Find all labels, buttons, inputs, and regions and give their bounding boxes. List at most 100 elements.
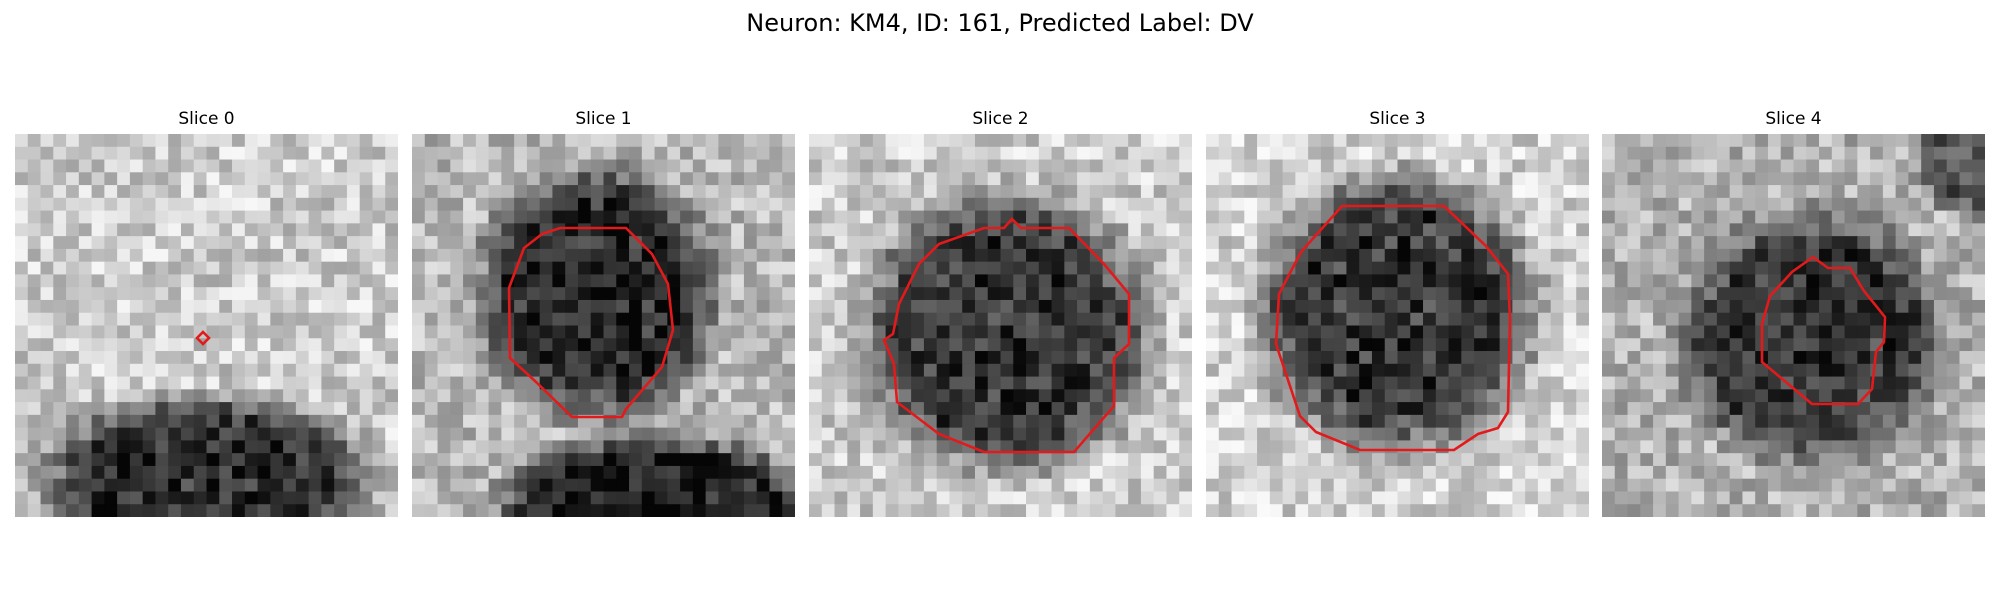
pixel-cell [1269, 197, 1284, 212]
pixel-cell [1512, 440, 1526, 454]
pixel-cell [1576, 312, 1589, 327]
pixel-cell [1806, 363, 1820, 378]
pixel-cell [1653, 223, 1667, 237]
pixel-cell [821, 299, 836, 314]
pixel-cell [1166, 146, 1180, 161]
pixel-cell [1627, 274, 1641, 288]
pixel-cell [129, 363, 144, 378]
pixel-cell [308, 504, 322, 517]
pixel-cell [91, 197, 105, 212]
pixel-cell [1179, 236, 1192, 250]
pixel-cell [1704, 312, 1718, 327]
pixel-cell [1933, 159, 1948, 173]
pixel-cell [680, 376, 694, 390]
pixel-cell [885, 427, 899, 441]
pixel-cell [1140, 402, 1155, 416]
pixel-cell [1384, 363, 1399, 378]
pixel-cell [1525, 351, 1539, 365]
pixel-cell [142, 172, 157, 186]
pixel-cell [552, 185, 566, 199]
pixel-cell [1102, 402, 1116, 416]
pixel-cell [40, 376, 54, 390]
pixel-cell [155, 236, 169, 250]
pixel-cell [1128, 159, 1142, 173]
pixel-cell [809, 402, 823, 416]
pixel-cell [821, 363, 836, 378]
pixel-cell [1831, 325, 1846, 339]
pixel-cell [1474, 197, 1488, 212]
pixel-cell [1550, 453, 1565, 467]
pixel-cell [91, 134, 105, 148]
pixel-cell [1102, 185, 1116, 199]
pixel-cell [475, 146, 490, 161]
pixel-cell [616, 325, 630, 339]
pixel-cell [219, 440, 233, 454]
pixel-cell [1870, 274, 1884, 288]
pixel-cell [718, 478, 732, 493]
pixel-cell [1537, 274, 1552, 288]
pixel-cell [117, 159, 131, 173]
pixel-cell [1128, 299, 1142, 314]
pixel-cell [129, 338, 144, 352]
pixel-cell [1729, 197, 1744, 212]
pixel-cell [641, 223, 656, 237]
pixel-cell [1691, 210, 1705, 224]
pixel-cell [834, 351, 848, 365]
pixel-cell [244, 504, 259, 517]
pixel-cell [821, 376, 836, 390]
pixel-cell [1051, 159, 1065, 173]
pixel-cell [437, 248, 451, 263]
pixel-cell [885, 248, 899, 263]
pixel-cell [1102, 376, 1116, 390]
pixel-cell [117, 376, 131, 390]
pixel-cell [821, 287, 836, 301]
pixel-cell [40, 312, 54, 327]
pixel-cell [603, 159, 617, 173]
pixel-cell [334, 478, 348, 493]
pixel-cell [847, 491, 861, 505]
pixel-cell [450, 351, 464, 365]
pixel-cell [1295, 185, 1309, 199]
pixel-cell [1115, 248, 1129, 263]
pixel-cell [437, 134, 451, 148]
pixel-cell [731, 414, 745, 429]
pixel-cell [168, 274, 182, 288]
pixel-cell [1333, 287, 1348, 301]
pixel-cell [1474, 478, 1488, 493]
pixel-cell [346, 465, 361, 480]
pixel-cell [1051, 402, 1065, 416]
pixel-cell [1550, 376, 1565, 390]
pixel-cell [91, 453, 105, 467]
pixel-cell [1537, 440, 1552, 454]
pixel-cell [809, 248, 823, 263]
pixel-cell [872, 134, 887, 148]
pixel-cell [1282, 287, 1296, 301]
pixel-cell [1308, 261, 1322, 276]
pixel-cell [936, 351, 951, 365]
pixel-cell [193, 389, 208, 403]
pixel-cell [1831, 504, 1846, 517]
pixel-cell [680, 440, 694, 454]
pixel-cell [1959, 134, 1973, 148]
pixel-cell [1640, 478, 1654, 493]
pixel-cell [1295, 491, 1309, 505]
pixel-cell [142, 465, 157, 480]
pixel-cell [334, 440, 348, 454]
pixel-cell [654, 299, 668, 314]
pixel-cell [359, 351, 374, 365]
pixel-cell [590, 376, 605, 390]
pixel-cell [1844, 402, 1858, 416]
pixel-cell [743, 376, 758, 390]
pixel-cell [962, 159, 976, 173]
pixel-cell [219, 465, 233, 480]
pixel-cell [1179, 325, 1192, 339]
pixel-cell [129, 376, 144, 390]
pixel-cell [987, 274, 1002, 288]
pixel-cell [1077, 261, 1091, 276]
pixel-cell [769, 299, 783, 314]
pixel-cell [718, 299, 732, 314]
pixel-cell [705, 491, 719, 505]
pixel-cell [168, 210, 182, 224]
pixel-cell [1933, 236, 1948, 250]
pixel-cell [488, 465, 502, 480]
